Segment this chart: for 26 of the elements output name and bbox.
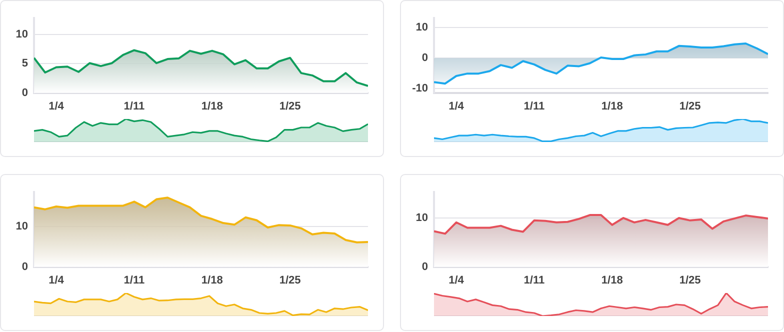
x-tick-label: 1/4 [48,100,65,113]
x-tick-label: 1/11 [524,100,545,113]
x-tick-label: 1/18 [601,274,623,287]
y-tick-label: -10 [412,82,428,94]
x-tick-label: 1/4 [448,100,465,113]
x-tick-label: 1/25 [279,274,301,287]
y-tick-label: 10 [16,28,28,40]
x-tick-label: 1/11 [524,274,545,287]
x-tick-label: 1/11 [124,274,145,287]
x-tick-label: 1/25 [679,100,701,113]
x-tick-label: 1/25 [279,100,301,113]
y-tick-label: 5 [22,58,28,70]
y-tick-label: 0 [22,261,28,274]
y-tick-label: 0 [22,87,28,100]
x-tick-label: 1/25 [679,274,701,287]
x-tick-label: 1/11 [124,100,145,113]
y-tick-label: 10 [416,212,428,224]
y-tick-label: 10 [16,220,28,233]
x-tick-label: 1/18 [201,274,223,287]
y-tick-label: 10 [416,22,428,34]
x-tick-label: 1/4 [48,274,65,287]
x-tick-label: 1/18 [201,100,223,113]
x-tick-label: 1/18 [601,100,623,113]
y-tick-label: 0 [422,261,428,274]
y-tick-label: 0 [422,52,428,64]
x-tick-label: 1/4 [448,274,465,287]
